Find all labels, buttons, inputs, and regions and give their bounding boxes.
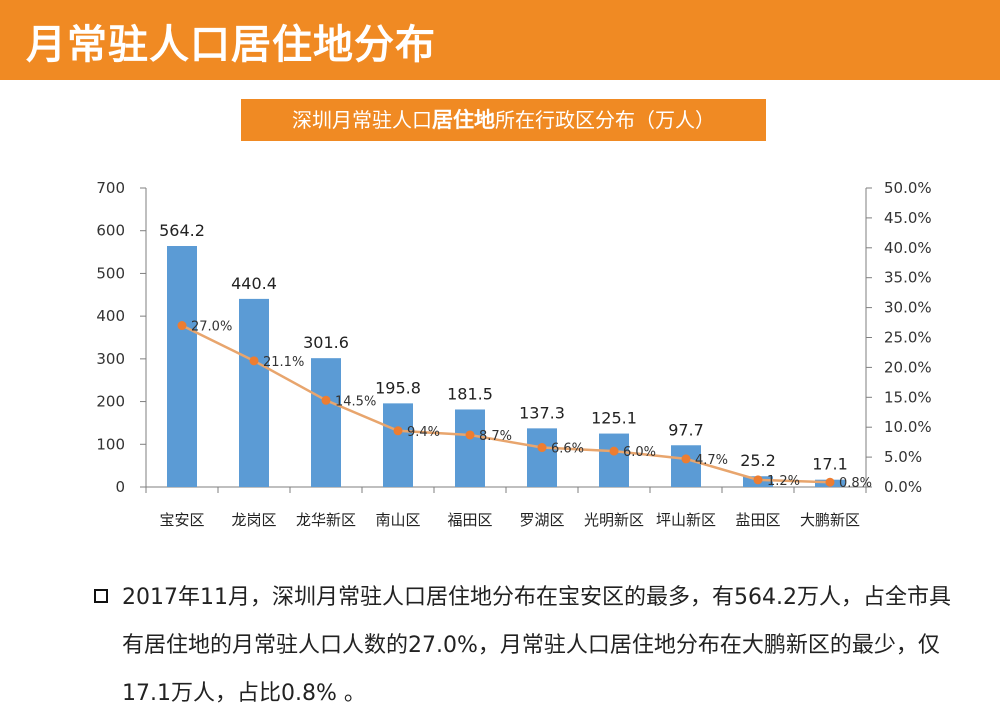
- percentage-marker: [537, 443, 547, 453]
- population-chart: 0 100 200 300 400 500 600 700 0.0% 5.0% 10.0% 15.0%…: [96, 179, 932, 529]
- x-tick-label: 光明新区: [584, 511, 644, 529]
- y-tick-label-right: 45.0%: [884, 209, 932, 227]
- header-bar: 月常驻人口居住地分布: [0, 0, 1000, 80]
- bar-value-label: 564.2: [159, 221, 205, 240]
- y-tick-label-right: 0.0%: [884, 478, 922, 496]
- bar: [671, 445, 701, 487]
- percentage-label: 6.0%: [623, 445, 656, 460]
- y-tick-label-left: 100: [96, 435, 125, 453]
- percentage-label: 27.0%: [191, 320, 232, 335]
- percentage-marker: [753, 475, 763, 485]
- bullet-square-icon: [94, 589, 108, 603]
- bar: [383, 403, 413, 487]
- percentage-marker: [393, 426, 403, 436]
- percentage-marker: [609, 446, 619, 456]
- y-tick-label-left: 300: [96, 350, 125, 368]
- percentage-label: 8.7%: [479, 429, 512, 444]
- bar-value-label: 25.2: [740, 451, 776, 470]
- bar-value-label: 440.4: [231, 274, 277, 293]
- x-tick-label: 南山区: [375, 511, 420, 529]
- bar-value-label: 195.8: [375, 378, 421, 397]
- summary-paragraph: 2017年11月，深圳月常驻人口居住地分布在宝安区的最多，有564.2万人，占全…: [94, 574, 954, 718]
- percentage-label: 0.8%: [839, 476, 872, 491]
- percentage-label: 1.2%: [767, 474, 800, 489]
- bar: [311, 358, 341, 487]
- x-tick-label: 盐田区: [735, 511, 780, 529]
- bar-value-label: 181.5: [447, 384, 493, 403]
- bar: [527, 428, 557, 487]
- percentage-marker: [825, 477, 835, 487]
- percentage-line: [181, 324, 831, 484]
- y-tick-label-right: 50.0%: [884, 179, 932, 197]
- bar-value-label: 97.7: [668, 420, 704, 439]
- y-tick-label-right: 40.0%: [884, 239, 932, 257]
- percentage-label: 9.4%: [407, 425, 440, 440]
- y-tick-label-left: 200: [96, 393, 125, 411]
- y-tick-label-right: 20.0%: [884, 358, 932, 376]
- percentage-marker: [465, 430, 475, 440]
- page-title: 月常驻人口居住地分布: [26, 22, 436, 68]
- percentage-label: 14.5%: [335, 394, 376, 409]
- bar-value-label: 17.1: [812, 455, 848, 474]
- y-tick-label-left: 600: [96, 222, 125, 240]
- y-tick-label-left: 500: [96, 264, 125, 282]
- bar-value-label: 125.1: [591, 409, 637, 428]
- summary-text: 2017年11月，深圳月常驻人口居住地分布在宝安区的最多，有564.2万人，占全…: [122, 585, 951, 706]
- y-tick-label-right: 25.0%: [884, 329, 932, 347]
- bar: [239, 298, 269, 487]
- bar-value-label: 137.3: [519, 403, 565, 422]
- y-tick-label-left: 700: [96, 179, 125, 197]
- subtitle-bold: 居住地: [432, 108, 495, 132]
- percentage-label: 6.6%: [551, 442, 584, 457]
- percentage-label: 21.1%: [263, 355, 304, 370]
- percentage-label: 4.7%: [695, 453, 728, 468]
- x-tick-label: 福田区: [447, 511, 492, 529]
- bar-value-label: 301.6: [303, 333, 349, 352]
- bar: [455, 409, 485, 487]
- x-tick-label: 大鹏新区: [800, 511, 860, 529]
- bar: [167, 246, 197, 487]
- x-tick-label: 龙华新区: [296, 511, 356, 529]
- x-tick-label: 坪山新区: [656, 511, 716, 529]
- subtitle-pre: 深圳月常驻人口: [292, 108, 432, 132]
- percentage-marker: [249, 356, 259, 366]
- y-tick-label-right: 10.0%: [884, 418, 932, 436]
- y-tick-label-right: 15.0%: [884, 388, 932, 406]
- chart-subtitle: 深圳月常驻人口居住地所在行政区分布（万人）: [241, 99, 766, 141]
- percentage-marker: [681, 454, 691, 464]
- percentage-marker: [177, 321, 187, 331]
- y-tick-label-right: 30.0%: [884, 299, 932, 317]
- x-tick-label: 罗湖区: [519, 511, 564, 529]
- subtitle-post: 所在行政区分布（万人）: [495, 108, 715, 132]
- x-tick-label: 宝安区: [159, 511, 204, 529]
- x-tick-label: 龙岗区: [231, 511, 276, 529]
- y-tick-label-left: 0: [115, 478, 125, 496]
- y-tick-label-right: 5.0%: [884, 448, 922, 466]
- bar: [599, 433, 629, 487]
- percentage-marker: [321, 395, 331, 405]
- y-tick-label-right: 35.0%: [884, 269, 932, 287]
- y-tick-label-left: 400: [96, 307, 125, 325]
